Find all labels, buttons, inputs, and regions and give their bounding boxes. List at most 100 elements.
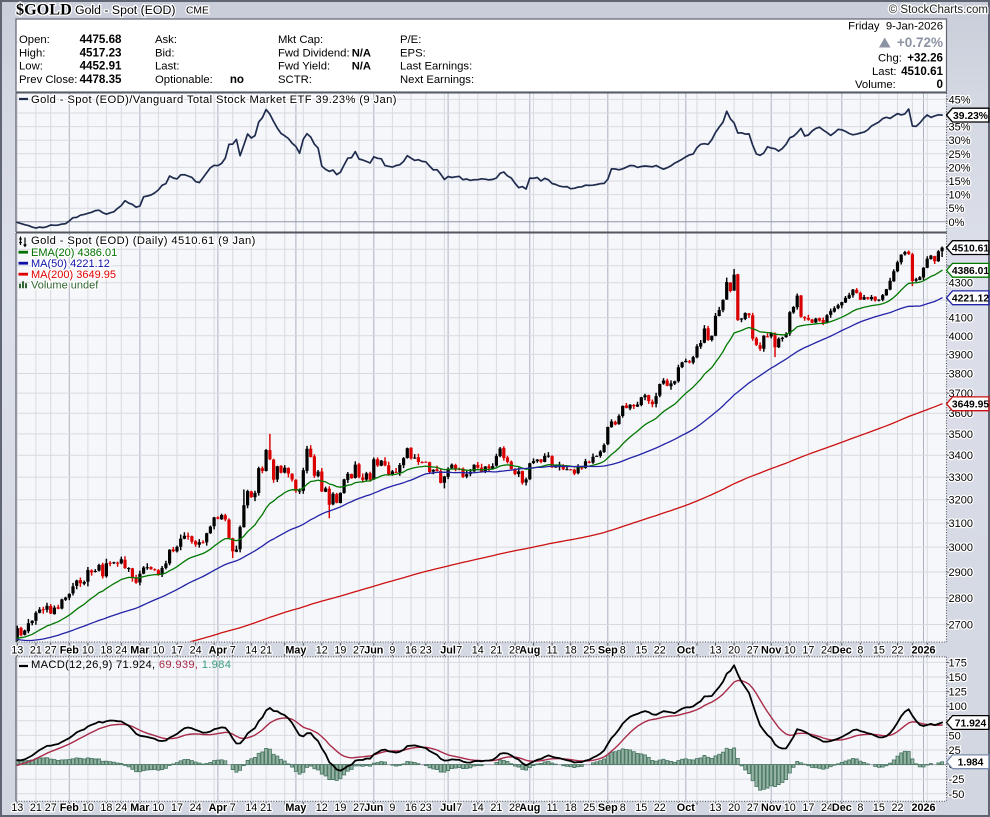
svg-text:27: 27 [45,802,57,814]
svg-text:Mkt Cap:: Mkt Cap: [278,34,323,46]
svg-text:3200: 3200 [949,495,973,507]
svg-text:175: 175 [949,657,967,669]
svg-text:Ask:: Ask: [155,34,177,46]
svg-text:24: 24 [821,645,833,657]
svg-text:P/E:: P/E: [400,34,421,46]
svg-text:20: 20 [728,802,740,814]
svg-text:16: 16 [405,645,417,657]
svg-text:N/A: N/A [352,47,371,59]
svg-text:May: May [285,802,306,814]
svg-text:2026: 2026 [911,802,935,814]
svg-text:Low:: Low: [19,61,43,73]
svg-text:Mar: Mar [130,645,150,657]
svg-text:28: 28 [509,645,521,657]
svg-text:3800: 3800 [949,369,973,381]
svg-text:3000: 3000 [949,542,973,554]
svg-text:Prev Close:: Prev Close: [19,74,77,86]
svg-text:21: 21 [490,802,502,814]
svg-text:Sep: Sep [598,802,618,814]
svg-text:13: 13 [11,645,23,657]
svg-text:22: 22 [891,802,903,814]
svg-text:Apr: Apr [209,645,228,657]
svg-text:Gold - Spot (EOD) (Daily) 4510: Gold - Spot (EOD) (Daily) 4510.61 (9 Jan… [31,235,256,247]
svg-text:15: 15 [873,645,885,657]
svg-text:Jun: Jun [364,645,383,657]
svg-text:10: 10 [784,802,796,814]
svg-text:8: 8 [620,645,626,657]
svg-text:1.984: 1.984 [958,758,984,769]
svg-text:Jul: Jul [440,802,456,814]
svg-text:MA(200) 3649.95: MA(200) 3649.95 [31,269,116,281]
svg-text:Last:: Last: [155,61,180,73]
svg-text:Bid:: Bid: [155,47,174,59]
svg-text:22: 22 [654,645,666,657]
svg-text:3649.95: 3649.95 [952,400,989,411]
svg-text:20: 20 [728,645,740,657]
svg-text:CME: CME [186,6,209,17]
svg-text:Dec: Dec [832,802,852,814]
svg-text:23: 23 [420,802,432,814]
svg-text:18: 18 [100,645,112,657]
svg-text:7: 7 [230,802,236,814]
svg-text:EMA(20) 4386.01: EMA(20) 4386.01 [31,247,117,259]
svg-text:17: 17 [802,645,814,657]
svg-text:13: 13 [11,802,23,814]
svg-text:Last:: Last: [872,66,897,78]
svg-text:10: 10 [152,802,164,814]
svg-text:30%: 30% [949,135,971,147]
svg-text:$GOLD: $GOLD [16,1,72,19]
svg-text:0%: 0% [949,217,965,229]
svg-text:24: 24 [190,645,202,657]
svg-text:Volume undef: Volume undef [31,279,99,291]
svg-text:Last Earnings:: Last Earnings: [400,61,472,73]
svg-text:-25: -25 [949,774,965,786]
svg-text:High:: High: [19,47,45,59]
svg-text:2026: 2026 [911,645,935,657]
svg-text:27: 27 [353,645,365,657]
svg-text:4517.23: 4517.23 [80,46,122,59]
svg-text:100: 100 [949,701,967,713]
svg-text:9: 9 [389,802,395,814]
svg-text:24: 24 [115,645,127,657]
svg-text:18: 18 [565,645,577,657]
svg-text:35%: 35% [949,122,971,134]
svg-text:15: 15 [635,802,647,814]
svg-text:4221.12: 4221.12 [952,294,989,305]
svg-text:14: 14 [472,802,484,814]
svg-text:+0.72%: +0.72% [897,35,943,50]
svg-text:© StockCharts.com: © StockCharts.com [889,4,988,16]
svg-text:8: 8 [857,802,863,814]
svg-text:19: 19 [334,645,346,657]
svg-text:15: 15 [873,802,885,814]
svg-text:25: 25 [583,645,595,657]
svg-text:Friday 9-Jan-2026: Friday 9-Jan-2026 [848,21,943,33]
svg-text:4000: 4000 [949,331,973,343]
svg-text:50: 50 [949,730,961,742]
svg-text:8: 8 [620,802,626,814]
svg-text:Nov: Nov [761,802,781,814]
svg-text:27: 27 [353,802,365,814]
svg-text:24: 24 [821,802,833,814]
svg-text:Gold - Spot (EOD)/Vanguard Tot: Gold - Spot (EOD)/Vanguard Total Stock M… [31,94,397,106]
svg-text:10: 10 [784,645,796,657]
svg-text:13: 13 [709,802,721,814]
svg-text:125: 125 [949,687,967,699]
svg-text:3500: 3500 [949,429,973,441]
svg-text:+32.26: +32.26 [907,52,943,65]
svg-text:17: 17 [171,645,183,657]
svg-text:Volume:: Volume: [855,79,896,91]
svg-text:3900: 3900 [949,349,973,361]
svg-text:13: 13 [709,645,721,657]
svg-text:24: 24 [115,802,127,814]
svg-text:10: 10 [82,645,94,657]
svg-text:17: 17 [171,802,183,814]
svg-text:10%: 10% [949,190,971,202]
svg-text:4452.91: 4452.91 [80,60,122,73]
svg-text:11: 11 [546,645,557,657]
svg-text:14: 14 [245,645,257,657]
svg-text:4478.35: 4478.35 [80,73,122,86]
svg-text:3300: 3300 [949,472,973,484]
svg-text:Next Earnings:: Next Earnings: [400,74,474,86]
svg-text:16: 16 [405,802,417,814]
svg-text:MA(50) 4221.12: MA(50) 4221.12 [31,258,110,270]
